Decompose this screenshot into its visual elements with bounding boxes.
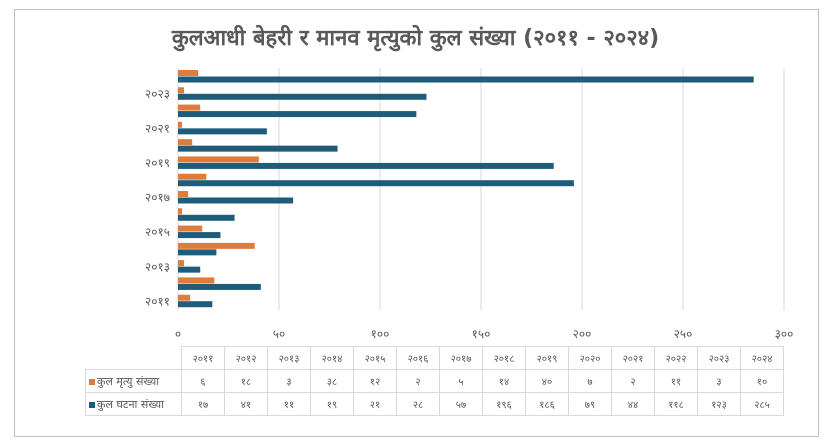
bar-incidents: [178, 301, 213, 308]
bar-incidents: [178, 266, 201, 273]
value-cell: २८: [396, 392, 440, 416]
year-header: २०१८: [482, 346, 526, 370]
year-header: २०१९: [525, 346, 569, 370]
year-header: २०१२: [224, 346, 268, 370]
value-cell: ४०: [525, 369, 569, 393]
value-cell: ५७: [439, 392, 483, 416]
value-cell: १७: [181, 392, 225, 416]
x-tick-label: ३००: [775, 327, 794, 341]
value-cell: १९६: [482, 392, 526, 416]
y-tick-label: २०२३: [145, 87, 170, 101]
blank-cell: [85, 346, 182, 370]
series-label: कुल घटना संख्या: [85, 392, 182, 416]
year-header: २०१७: [439, 346, 483, 370]
value-cell: १८: [224, 369, 268, 393]
x-tick-label: २५०: [674, 327, 693, 341]
year-header: २०२१: [611, 346, 655, 370]
bar-deaths: [178, 208, 183, 215]
value-cell: १२: [353, 369, 397, 393]
x-tick-label: ५०: [273, 327, 285, 341]
series-name: कुल मृत्यु संख्या: [97, 374, 160, 388]
bar-incidents: [178, 214, 235, 221]
bar-incidents: [178, 180, 574, 187]
value-cell: २: [396, 369, 440, 393]
year-header: २०२०: [568, 346, 612, 370]
bar-deaths: [178, 225, 203, 232]
year-header: २०११: [181, 346, 225, 370]
series-name: कुल घटना संख्या: [97, 397, 164, 411]
bar-incidents: [178, 249, 217, 256]
bar-incidents: [178, 128, 267, 135]
x-tick-label: १५०: [472, 327, 491, 341]
y-tick-label: २०२१: [145, 122, 170, 136]
year-header: २०१४: [310, 346, 354, 370]
y-tick-label: २०१५: [145, 225, 170, 239]
bar-incidents: [178, 283, 261, 290]
table-row: कुल मृत्यु संख्या ६ १८ ३ ३८ १२ २ ५ १४ ४० ७ २ ११ ३ १०: [85, 369, 784, 393]
value-cell: १९: [310, 392, 354, 416]
value-cell: ३: [267, 369, 311, 393]
bar-incidents: [178, 232, 221, 239]
value-cell: १२३: [697, 392, 741, 416]
bar-deaths: [178, 87, 185, 94]
value-cell: ६: [181, 369, 225, 393]
bar-incidents: [178, 111, 417, 118]
value-cell: १८६: [525, 392, 569, 416]
value-cell: ११: [267, 392, 311, 416]
y-tick-label: २०१७: [145, 191, 170, 205]
bar-incidents: [178, 197, 294, 204]
year-header: २०१५: [353, 346, 397, 370]
value-cell: १०: [740, 369, 784, 393]
legend-swatch: [89, 378, 95, 385]
bar-incidents: [178, 162, 554, 169]
x-tick-label: २००: [573, 327, 592, 341]
value-cell: ४१: [224, 392, 268, 416]
bar-deaths: [178, 242, 255, 249]
table-header-row: २०११ २०१२ २०१३ २०१४ २०१५ २०१६ २०१७ २०१८ २०१९ २०२०…: [85, 346, 784, 370]
chart-title: कुलआधी बेहरी र मानव मृत्युको कुल संख्या …: [171, 26, 660, 51]
year-header: २०२२: [654, 346, 698, 370]
value-cell: ३: [697, 369, 741, 393]
bar-deaths: [178, 294, 191, 301]
year-header: २०१६: [396, 346, 440, 370]
x-tick-label: ०: [175, 327, 181, 341]
value-cell: ११: [654, 369, 698, 393]
bar-incidents: [178, 145, 338, 152]
value-cell: ११८: [654, 392, 698, 416]
y-tick-label: २०११: [145, 294, 170, 308]
value-cell: २: [611, 369, 655, 393]
bar-deaths: [178, 173, 207, 180]
bar-deaths: [178, 277, 215, 284]
table-row: कुल घटना संख्या १७ ४१ ११ १९ २१ २८ ५७ १९६ १८६ ७९ ४४ १…: [85, 392, 784, 416]
year-header: २०२३: [697, 346, 741, 370]
legend-swatch: [89, 401, 95, 408]
bar-deaths: [178, 70, 199, 76]
value-cell: २८५: [740, 392, 784, 416]
bar-deaths: [178, 191, 189, 197]
year-header: २०१३: [267, 346, 311, 370]
value-cell: २१: [353, 392, 397, 416]
bar-incidents: [178, 93, 427, 100]
data-table: २०११ २०१२ २०१३ २०१४ २०१५ २०१६ २०१७ २०१८ २०१९ २०२०…: [85, 346, 784, 416]
value-cell: ४४: [611, 392, 655, 416]
value-cell: ५: [439, 369, 483, 393]
value-cell: १४: [482, 369, 526, 393]
value-cell: ७: [568, 369, 612, 393]
bar-deaths: [178, 121, 183, 128]
bar-incidents: [178, 76, 754, 83]
y-tick-label: २०१९: [145, 156, 170, 170]
bar-deaths: [178, 139, 193, 146]
bar-deaths: [178, 260, 185, 267]
bar-deaths: [178, 104, 201, 111]
year-header: २०२४: [740, 346, 784, 370]
x-tick-label: १००: [371, 327, 390, 341]
value-cell: ७९: [568, 392, 612, 416]
bar-deaths: [178, 156, 259, 163]
y-tick-label: २०१३: [145, 260, 170, 274]
series-label: कुल मृत्यु संख्या: [85, 369, 182, 393]
value-cell: ३८: [310, 369, 354, 393]
